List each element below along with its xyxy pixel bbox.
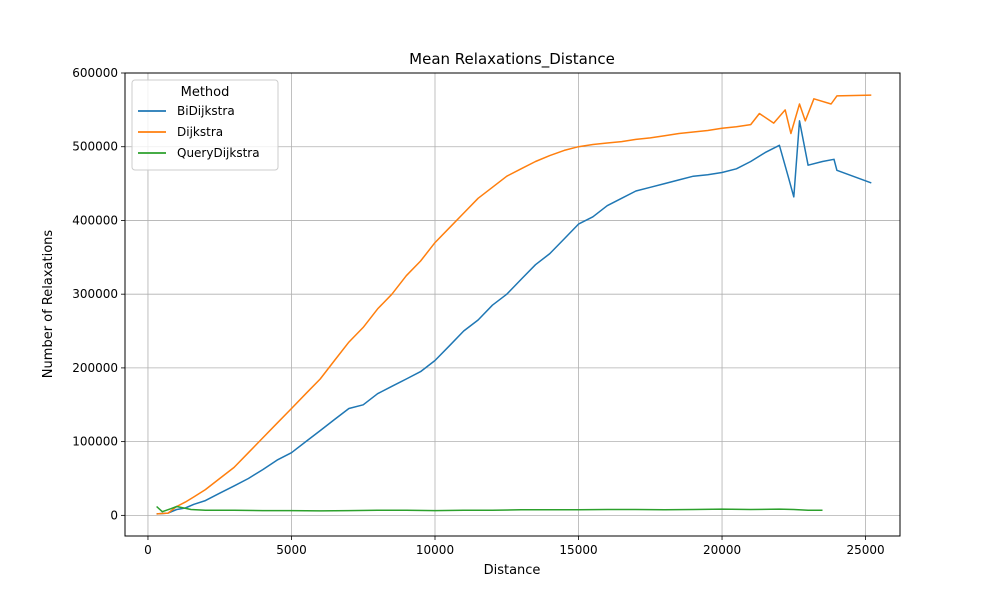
series-lines: [156, 94, 872, 515]
legend-title: Method: [181, 85, 230, 100]
y-tick-label: 400000: [72, 213, 118, 227]
y-tick-label: 300000: [72, 287, 118, 301]
x-tick-label: 15000: [559, 543, 597, 557]
y-tick-label: 0: [110, 508, 118, 522]
plot-frame: [124, 72, 901, 537]
y-tick-label: 500000: [72, 140, 118, 154]
axis-ticks: 0 5000 10000 15000 20000 25000 0 100000 200000 30…: [72, 66, 884, 557]
x-tick-label: 0: [144, 543, 152, 557]
x-tick-label: 5000: [276, 543, 307, 557]
chart-title: Mean Relaxations_Distance: [409, 50, 615, 69]
x-tick-label: 10000: [416, 543, 454, 557]
legend-label-querydijkstra: QueryDijkstra: [177, 146, 260, 160]
y-tick-label: 100000: [72, 435, 118, 449]
y-tick-label: 200000: [72, 361, 118, 375]
legend-box: [131, 79, 279, 171]
series-line-querydijkstra: [156, 505, 823, 513]
x-tick-label: 25000: [846, 543, 884, 557]
grid-lines: [125, 72, 900, 536]
series-line-bidijkstra: [156, 120, 872, 515]
legend-label-bidijkstra: BiDijkstra: [177, 104, 235, 118]
x-axis-label: Distance: [484, 563, 541, 578]
y-axis-label: Number of Relaxations: [41, 230, 56, 379]
legend-label-dijkstra: Dijkstra: [177, 125, 223, 139]
series-line-dijkstra: [156, 94, 872, 515]
x-tick-label: 20000: [703, 543, 741, 557]
legend: Method BiDijkstra Dijkstra QueryDijkstra: [131, 79, 279, 171]
y-tick-label: 600000: [72, 66, 118, 80]
